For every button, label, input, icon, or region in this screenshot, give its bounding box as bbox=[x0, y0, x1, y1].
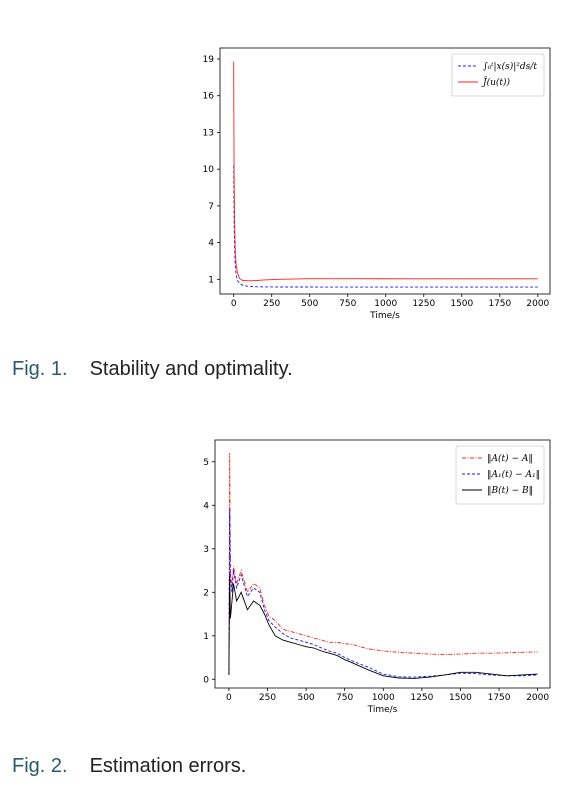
series-line-1 bbox=[228, 509, 538, 678]
x-tick-label: 500 bbox=[297, 693, 314, 703]
y-tick-label: 1 bbox=[203, 632, 209, 642]
legend-entry: ‖A(t) − A‖ bbox=[487, 453, 533, 464]
x-tick-label: 0 bbox=[231, 299, 237, 309]
x-tick-label: 1250 bbox=[412, 299, 435, 309]
figure-1-caption-text: Stability and optimality. bbox=[89, 358, 293, 380]
legend-entry: ∫₀ᵗ|x(s)|²ds/t bbox=[483, 61, 537, 72]
x-tick-label: 1250 bbox=[410, 693, 433, 703]
x-tick-label: 1750 bbox=[488, 299, 511, 309]
x-axis-label: Time/s bbox=[367, 705, 398, 715]
x-tick-label: 2000 bbox=[526, 299, 549, 309]
figure-2-caption-number: Fig. 2. bbox=[12, 755, 68, 777]
y-tick-label: 5 bbox=[203, 458, 209, 468]
y-tick-label: 3 bbox=[203, 545, 209, 555]
legend-box bbox=[451, 53, 545, 97]
series-line-0 bbox=[233, 165, 538, 288]
x-tick-label: 2000 bbox=[526, 693, 549, 703]
y-tick-label: 13 bbox=[203, 128, 214, 138]
figure-2-caption: Fig. 2. Estimation errors. bbox=[12, 755, 246, 778]
y-tick-label: 4 bbox=[208, 239, 214, 249]
y-tick-label: 10 bbox=[203, 165, 215, 175]
stability-optimality-chart: 0 250 500 750 1000 1250 1500 1750 2000 1 4 7 10 13 16 1… bbox=[203, 47, 551, 321]
x-tick-label: 1500 bbox=[450, 299, 473, 309]
x-axis-label: Time/s bbox=[369, 311, 400, 321]
plot-frame bbox=[219, 47, 551, 295]
estimation-errors-chart: 0 250 500 750 1000 1250 1500 1750 2000 0 1 2 3 4 5 Time… bbox=[203, 439, 551, 715]
legend-entry: ‖B(t) − B‖ bbox=[487, 485, 533, 496]
x-tick-label: 750 bbox=[339, 299, 356, 309]
x-tick-label: 750 bbox=[336, 693, 353, 703]
y-tick-label: 1 bbox=[208, 275, 214, 285]
figure-2: 0 250 500 750 1000 1250 1500 1750 2000 0 1 2 3 4 5 Time… bbox=[0, 430, 585, 790]
series-line-1 bbox=[233, 61, 538, 282]
plot-frame bbox=[214, 439, 551, 689]
y-tick-label: 4 bbox=[203, 501, 209, 511]
legend-entry: ‖A₁(t) − A₁‖ bbox=[487, 469, 540, 480]
x-tick-label: 1000 bbox=[372, 693, 395, 703]
y-tick-label: 7 bbox=[208, 202, 214, 212]
figure-1: 0 250 500 750 1000 1250 1500 1750 2000 1 4 7 10 13 16 1… bbox=[12, 47, 551, 381]
x-tick-label: 1500 bbox=[449, 693, 472, 703]
x-tick-label: 1750 bbox=[488, 693, 511, 703]
figure-1-caption: Fig. 1. Stability and optimality. bbox=[12, 358, 293, 381]
x-tick-label: 1000 bbox=[374, 299, 397, 309]
series-line-0 bbox=[228, 453, 538, 671]
y-tick-label: 19 bbox=[203, 55, 215, 65]
figure-2-caption-text: Estimation errors. bbox=[89, 755, 247, 777]
figure-1-caption-number: Fig. 1. bbox=[12, 358, 68, 380]
y-tick-label: 2 bbox=[203, 588, 209, 598]
legend-entry: Ĵ(u(t)) bbox=[481, 76, 511, 88]
x-tick-label: 250 bbox=[259, 693, 276, 703]
x-tick-label: 500 bbox=[301, 299, 318, 309]
y-tick-label: 0 bbox=[203, 675, 209, 685]
x-tick-label: 0 bbox=[226, 693, 232, 703]
series-line-2 bbox=[228, 574, 538, 679]
y-tick-label: 16 bbox=[203, 92, 215, 102]
x-tick-label: 250 bbox=[263, 299, 280, 309]
